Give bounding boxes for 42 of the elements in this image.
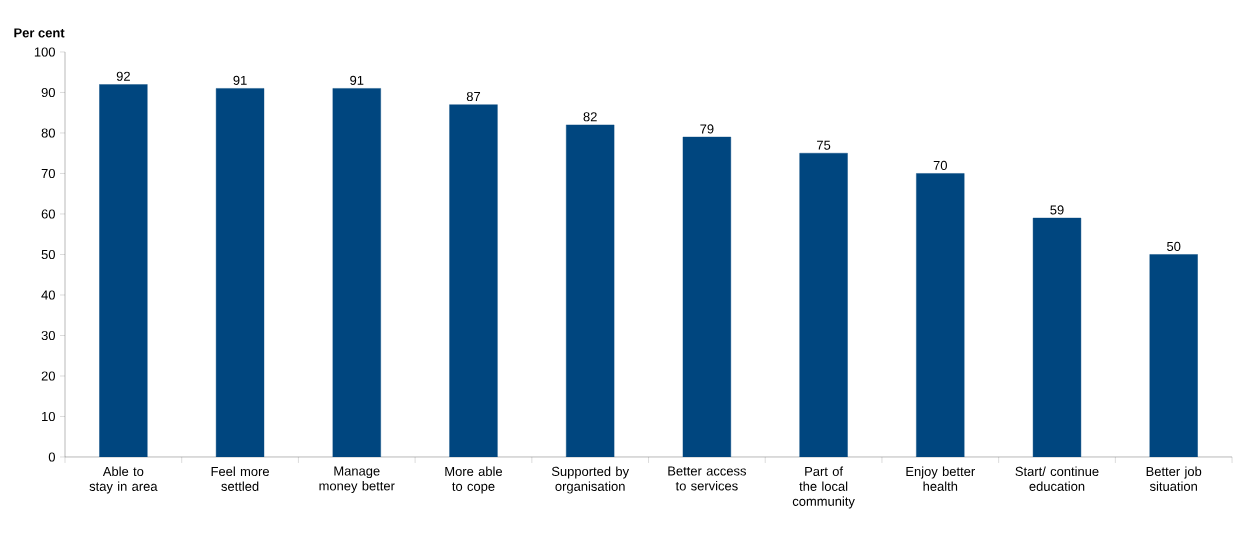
data-label: 50 <box>1167 241 1181 251</box>
data-label: 92 <box>116 71 130 81</box>
bar <box>449 104 498 457</box>
data-label: 75 <box>817 140 831 150</box>
y-axis-title: Per cent <box>14 28 65 38</box>
y-tick-label: 90 <box>41 87 55 98</box>
x-tick-label: Better access to services <box>668 466 747 491</box>
y-tick-label: 0 <box>48 452 55 462</box>
x-tick-label: Part of the local community <box>792 466 855 509</box>
data-label: 79 <box>700 124 714 134</box>
y-tick-label: 100 <box>34 47 55 57</box>
x-tick-label: More able to cope <box>445 466 503 494</box>
bar <box>1149 254 1198 457</box>
data-label: 59 <box>1050 205 1064 215</box>
data-label: 91 <box>350 75 364 85</box>
bar <box>682 136 732 457</box>
data-label: 82 <box>583 112 597 122</box>
y-tick-label: 40 <box>41 290 55 300</box>
bar <box>99 84 148 457</box>
data-label: 87 <box>466 91 481 102</box>
x-tick-label: Feel more settled <box>211 466 269 491</box>
bar <box>916 173 965 457</box>
bar <box>799 153 848 457</box>
x-tick-label: Able to stay in area <box>89 466 158 494</box>
y-tick-label: 70 <box>41 168 55 179</box>
y-tick-label: 30 <box>41 330 55 341</box>
y-tick-label: 60 <box>41 209 55 219</box>
bar <box>1032 217 1082 457</box>
y-tick-label: 20 <box>41 371 55 381</box>
x-tick-label: Better job situation <box>1146 466 1202 491</box>
data-label: 70 <box>933 160 947 170</box>
x-tick-label: Manage money better <box>319 466 395 494</box>
x-tick-label: Supported by organisation <box>551 466 630 494</box>
bar <box>332 88 381 457</box>
x-tick-label: Start/ continue education <box>1015 466 1099 491</box>
y-tick-label: 10 <box>42 411 55 422</box>
y-tick-label: 80 <box>41 128 55 138</box>
x-tick-label: Enjoy better health <box>906 466 975 491</box>
data-label: 91 <box>233 75 247 85</box>
bar <box>566 124 615 457</box>
y-tick-label: 50 <box>41 249 55 260</box>
bar <box>215 88 265 457</box>
